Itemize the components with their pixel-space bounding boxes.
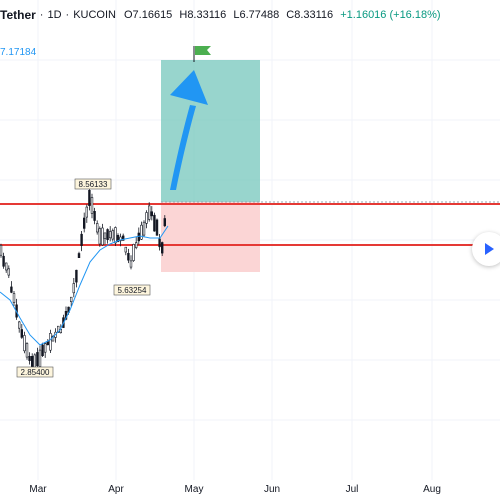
- candle-body: [85, 206, 89, 218]
- candle-body: [10, 286, 13, 293]
- flag-icon[interactable]: [193, 46, 211, 62]
- candle-body: [124, 246, 128, 253]
- ohlc-values: O7.16615 H8.33116 L6.77488 C8.33116 +1.1…: [124, 9, 445, 21]
- interval[interactable]: 1D: [47, 9, 62, 21]
- candle-body: [83, 217, 86, 229]
- candle-body: [142, 221, 146, 236]
- candle-body: [20, 329, 23, 338]
- candle-body: [93, 211, 96, 221]
- scroll-to-realtime-button[interactable]: [472, 232, 500, 266]
- candle-body: [23, 335, 26, 352]
- candles: [0, 186, 166, 376]
- high-value: H8.33116: [179, 9, 227, 21]
- time-label-apr: Apr: [108, 484, 124, 495]
- up-arrow-drawing[interactable]: [170, 70, 208, 190]
- candle-body: [122, 235, 125, 241]
- candle-body: [129, 260, 133, 268]
- candle-body: [132, 244, 135, 261]
- stop-zone[interactable]: [161, 202, 260, 272]
- symbol-name[interactable]: Tether: [0, 8, 36, 22]
- candle-body: [137, 232, 140, 242]
- candle-body: [145, 212, 148, 224]
- time-label-jun: Jun: [263, 484, 281, 495]
- candle-body: [116, 235, 120, 243]
- candle-body: [119, 236, 122, 242]
- low-value: L6.77488: [233, 9, 280, 21]
- low-price-label: 2.85400: [16, 366, 54, 378]
- time-label-may: May: [184, 484, 204, 495]
- price-chart[interactable]: 8.56133 5.63254 2.85400: [0, 0, 500, 480]
- candle-body: [161, 242, 164, 254]
- candle-body: [36, 352, 39, 367]
- candle-body: [2, 255, 5, 267]
- candle-body: [140, 224, 143, 240]
- candle-body: [41, 344, 44, 356]
- candle-body: [96, 223, 99, 233]
- scroll-to-realtime-icon: [485, 243, 494, 255]
- symbol-legend[interactable]: Tether · 1D · KUCOIN O7.16615 H8.33116 L…: [0, 6, 445, 24]
- open-value: O7.16615: [123, 9, 173, 21]
- candle-body: [7, 268, 11, 276]
- candle-body: [90, 197, 94, 214]
- candle-body: [109, 231, 112, 239]
- candle-body: [98, 228, 102, 245]
- candle-body: [28, 355, 31, 361]
- candle-body: [49, 332, 52, 351]
- candle-body: [72, 283, 76, 294]
- candle-body: [148, 205, 151, 220]
- candle-body: [5, 262, 8, 271]
- candle-body: [38, 349, 42, 368]
- time-axis[interactable]: Mar Apr May Jun Jul Aug: [0, 478, 500, 500]
- time-label-jul: Jul: [345, 484, 359, 495]
- time-label-mar: Mar: [29, 484, 47, 495]
- candle-body: [80, 233, 83, 246]
- high-price-label: 8.56133: [74, 178, 112, 190]
- svg-text:2.85400: 2.85400: [21, 368, 50, 377]
- change-value: +1.16016 (+16.18%): [340, 9, 441, 21]
- candle-body: [127, 253, 130, 261]
- candle-body: [150, 211, 153, 217]
- candle-body: [70, 296, 73, 303]
- candle-body: [103, 232, 107, 239]
- mid-low-price-label: 5.63254: [113, 284, 151, 296]
- candle-body: [46, 341, 50, 346]
- candle-body: [17, 321, 21, 329]
- candle-body: [12, 293, 16, 303]
- candle-body: [155, 219, 159, 236]
- time-label-aug: Aug: [423, 484, 441, 495]
- candle-body: [153, 214, 156, 232]
- candle-body: [111, 230, 115, 240]
- candle-body: [25, 343, 29, 358]
- close-value: C8.33116: [286, 9, 334, 21]
- candle-body: [114, 227, 117, 244]
- candle-body: [101, 227, 104, 246]
- svg-text:5.63254: 5.63254: [118, 286, 147, 295]
- candle-body: [135, 242, 138, 248]
- candle-body: [0, 245, 3, 256]
- moving-average-line: [0, 225, 169, 346]
- candle-body: [43, 343, 47, 353]
- ma-value-label: 7.17184: [0, 47, 37, 58]
- svg-text:8.56133: 8.56133: [79, 180, 108, 189]
- candle-body: [75, 269, 78, 283]
- candle-body: [158, 238, 161, 248]
- candle-body: [77, 253, 81, 258]
- candle-body: [88, 190, 91, 207]
- candle-body: [163, 218, 166, 227]
- exchange: KUCOIN: [73, 9, 116, 21]
- candle-body: [106, 229, 109, 240]
